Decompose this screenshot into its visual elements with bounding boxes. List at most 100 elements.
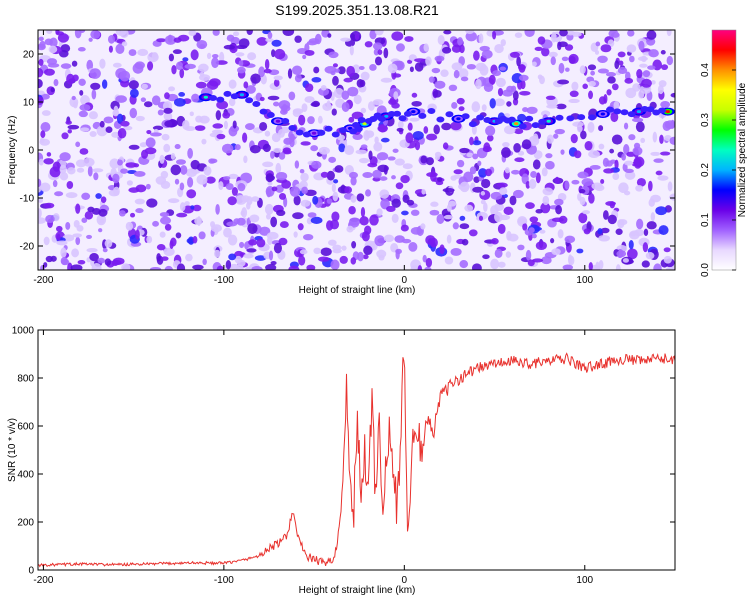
heatmap-cell (507, 233, 519, 242)
heatmap-cell (550, 56, 556, 66)
heatmap-cell (146, 235, 153, 244)
heatmap-cell (588, 193, 595, 204)
heatmap-cell (160, 216, 172, 225)
heatmap-cell (609, 148, 615, 154)
heatmap-cell (38, 198, 44, 204)
heatmap-cell (621, 153, 626, 161)
heatmap-cell (59, 172, 69, 181)
heatmap-cell (646, 30, 657, 40)
heatmap-cell (164, 265, 173, 270)
heatmap-cell (433, 124, 440, 135)
heatmap-ridge-fill (613, 108, 622, 115)
heatmap-cell (164, 35, 177, 45)
heatmap-cell (600, 178, 605, 184)
heatmap-cell (135, 208, 144, 214)
heatmap-cell (104, 258, 112, 266)
heatmap-cell (119, 70, 131, 82)
heatmap-cell (222, 143, 234, 154)
heatmap-cell (642, 242, 649, 253)
heatmap-cell (565, 67, 570, 72)
heatmap-cell (292, 109, 302, 117)
heatmap-cell (408, 241, 418, 252)
heatmap-cell (343, 77, 353, 83)
heatmap-cell (386, 205, 396, 213)
heatmap-cell (472, 186, 484, 193)
heatmap-cell (558, 62, 565, 74)
heatmap-cell (473, 176, 480, 183)
heatmap-cell (635, 184, 644, 192)
heatmap-cell (234, 144, 241, 151)
heatmap-cell (564, 180, 570, 190)
heatmap-cell (225, 260, 232, 270)
heatmap-cell (163, 107, 173, 114)
heatmap-cell (509, 51, 520, 58)
heatmap-cell (294, 160, 300, 169)
heatmap-cell (481, 104, 487, 112)
heatmap-cell (90, 82, 101, 90)
heatmap-cell (344, 145, 355, 156)
heatmap-cell (532, 159, 541, 170)
heatmap-cell (501, 147, 511, 158)
heatmap-cell (627, 30, 635, 37)
snr-panel: -200 -100 0 100 0 200 400 600 800 1000 Height of… (7, 326, 676, 596)
heatmap-cell (442, 142, 449, 150)
heatmap-cell (237, 66, 246, 74)
heatmap-cell (517, 150, 525, 156)
heatmap-cell (615, 264, 621, 270)
heatmap-cell (228, 173, 239, 180)
heatmap-cell (262, 161, 274, 168)
heatmap-cell (453, 174, 462, 179)
heatmap-cell (266, 174, 275, 182)
heatmap-ridge-fill (577, 114, 586, 121)
heatmap-cell (238, 38, 250, 48)
heatmap-cell (623, 190, 631, 196)
heatmap-cell (77, 47, 86, 52)
heatmap-cell (292, 65, 303, 75)
heatmap-cell (331, 183, 336, 193)
heatmap-cell (172, 49, 182, 55)
heatmap-cell (211, 129, 223, 134)
heatmap-cell (346, 225, 354, 233)
heatmap-cell (388, 99, 397, 105)
heatmap-cell (40, 122, 51, 132)
heatmap-cell (292, 212, 304, 220)
heatmap-ridge-peak (275, 119, 281, 123)
heatmap-cell (393, 91, 399, 100)
heatmap-cell (582, 210, 591, 215)
spectrogram-x-ticks: -200 -100 0 100 (33, 30, 594, 286)
heatmap-cell (299, 249, 308, 255)
heatmap-cell (407, 59, 413, 64)
heatmap-cell (332, 191, 339, 202)
heatmap-cell (318, 87, 330, 96)
spectrogram-y-ticks: -20 -10 0 10 20 (20, 50, 675, 253)
heatmap-cell (441, 46, 452, 54)
heatmap-cell (587, 121, 595, 133)
heatmap-cell (223, 120, 228, 130)
heatmap-cell (546, 134, 554, 144)
heatmap-cell (75, 141, 81, 148)
heatmap-cell (494, 43, 504, 54)
heatmap-cell (571, 179, 580, 185)
heatmap-cell (617, 66, 628, 75)
heatmap-cell (377, 124, 388, 133)
heatmap-cell (38, 58, 44, 66)
heatmap-cell (214, 249, 221, 258)
heatmap-cell (598, 143, 605, 150)
heatmap-cell (558, 41, 568, 48)
heatmap-cell (232, 120, 237, 129)
heatmap-cell (113, 105, 119, 116)
heatmap-ridge-fill (259, 108, 268, 115)
heatmap-cell (540, 202, 551, 214)
heatmap-ridge-fill (252, 100, 261, 107)
heatmap-cell (38, 96, 44, 105)
heatmap-cell (293, 195, 301, 206)
heatmap-cell (98, 228, 103, 233)
heatmap-cell (79, 90, 84, 96)
heatmap-cell (218, 181, 224, 191)
heatmap-cell (59, 164, 67, 174)
heatmap-cell (428, 76, 435, 83)
heatmap-cell (188, 30, 197, 37)
y-tick-label: -20 (20, 242, 35, 253)
heatmap-cell (495, 77, 506, 88)
